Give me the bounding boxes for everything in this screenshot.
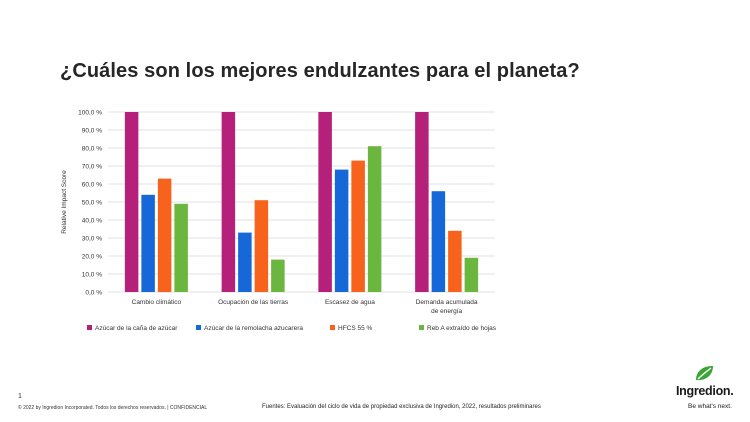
y-tick-label: 70,0 %: [82, 163, 102, 170]
bar: [334, 169, 349, 292]
y-tick-label: 60,0 %: [82, 181, 102, 188]
legend-swatch: [330, 325, 335, 330]
legend-swatch: [419, 325, 424, 330]
bar: [157, 178, 172, 292]
x-tick-label: de energía: [431, 308, 462, 315]
copyright-notice: © 2022 by Ingredion Incorporated. Todos …: [18, 405, 208, 411]
bar: [318, 112, 332, 292]
bar: [464, 257, 479, 292]
slide-title: ¿Cuáles son los mejores endulzantes para…: [60, 60, 580, 82]
bar: [431, 191, 446, 292]
brand-tagline: Be what's next.: [688, 403, 732, 410]
sources-note: Fuentes: Evaluación del ciclo de vida de…: [262, 404, 541, 410]
bar: [141, 194, 155, 292]
bar: [174, 203, 188, 292]
bar: [367, 146, 382, 292]
legend-label: Azúcar de la remolacha azucarera: [204, 325, 303, 332]
bar: [238, 232, 252, 292]
x-tick-label: Demanda acumulada: [416, 299, 478, 306]
y-tick-label: 100,0 %: [78, 109, 102, 116]
bar: [351, 160, 365, 292]
y-tick-label: 80,0 %: [82, 145, 102, 152]
y-tick-label: 10,0 %: [82, 271, 102, 278]
y-tick-label: 50,0 %: [82, 199, 102, 206]
bar: [415, 112, 429, 292]
x-tick-label: Cambio climático: [132, 299, 182, 306]
page-number: 1: [18, 393, 22, 400]
ingredion-leaf-icon: [696, 366, 713, 381]
bar: [124, 112, 139, 292]
bar: [221, 112, 236, 292]
y-tick-label: 90,0 %: [82, 127, 102, 134]
bar: [448, 230, 462, 292]
y-tick-label: 30,0 %: [82, 235, 102, 242]
y-tick-label: 0,0 %: [85, 289, 102, 296]
y-tick-label: 20,0 %: [82, 253, 102, 260]
y-tick-label: 40,0 %: [82, 217, 102, 224]
legend-label: HFCS 55 %: [338, 325, 373, 332]
x-tick-label: Escasez de agua: [325, 299, 375, 306]
legend-swatch: [196, 325, 201, 330]
legend-label: Reb A extraído de hojas: [427, 325, 497, 332]
legend-swatch: [87, 325, 92, 330]
legend-label: Azúcar de la caña de azúcar: [95, 325, 178, 332]
y-axis-label: Relative Impact Score: [61, 170, 68, 234]
bar: [271, 259, 285, 292]
brand-name: Ingredion.: [676, 384, 734, 398]
bar: [254, 200, 269, 292]
x-tick-label: Ocupación de las tierras: [218, 299, 289, 306]
